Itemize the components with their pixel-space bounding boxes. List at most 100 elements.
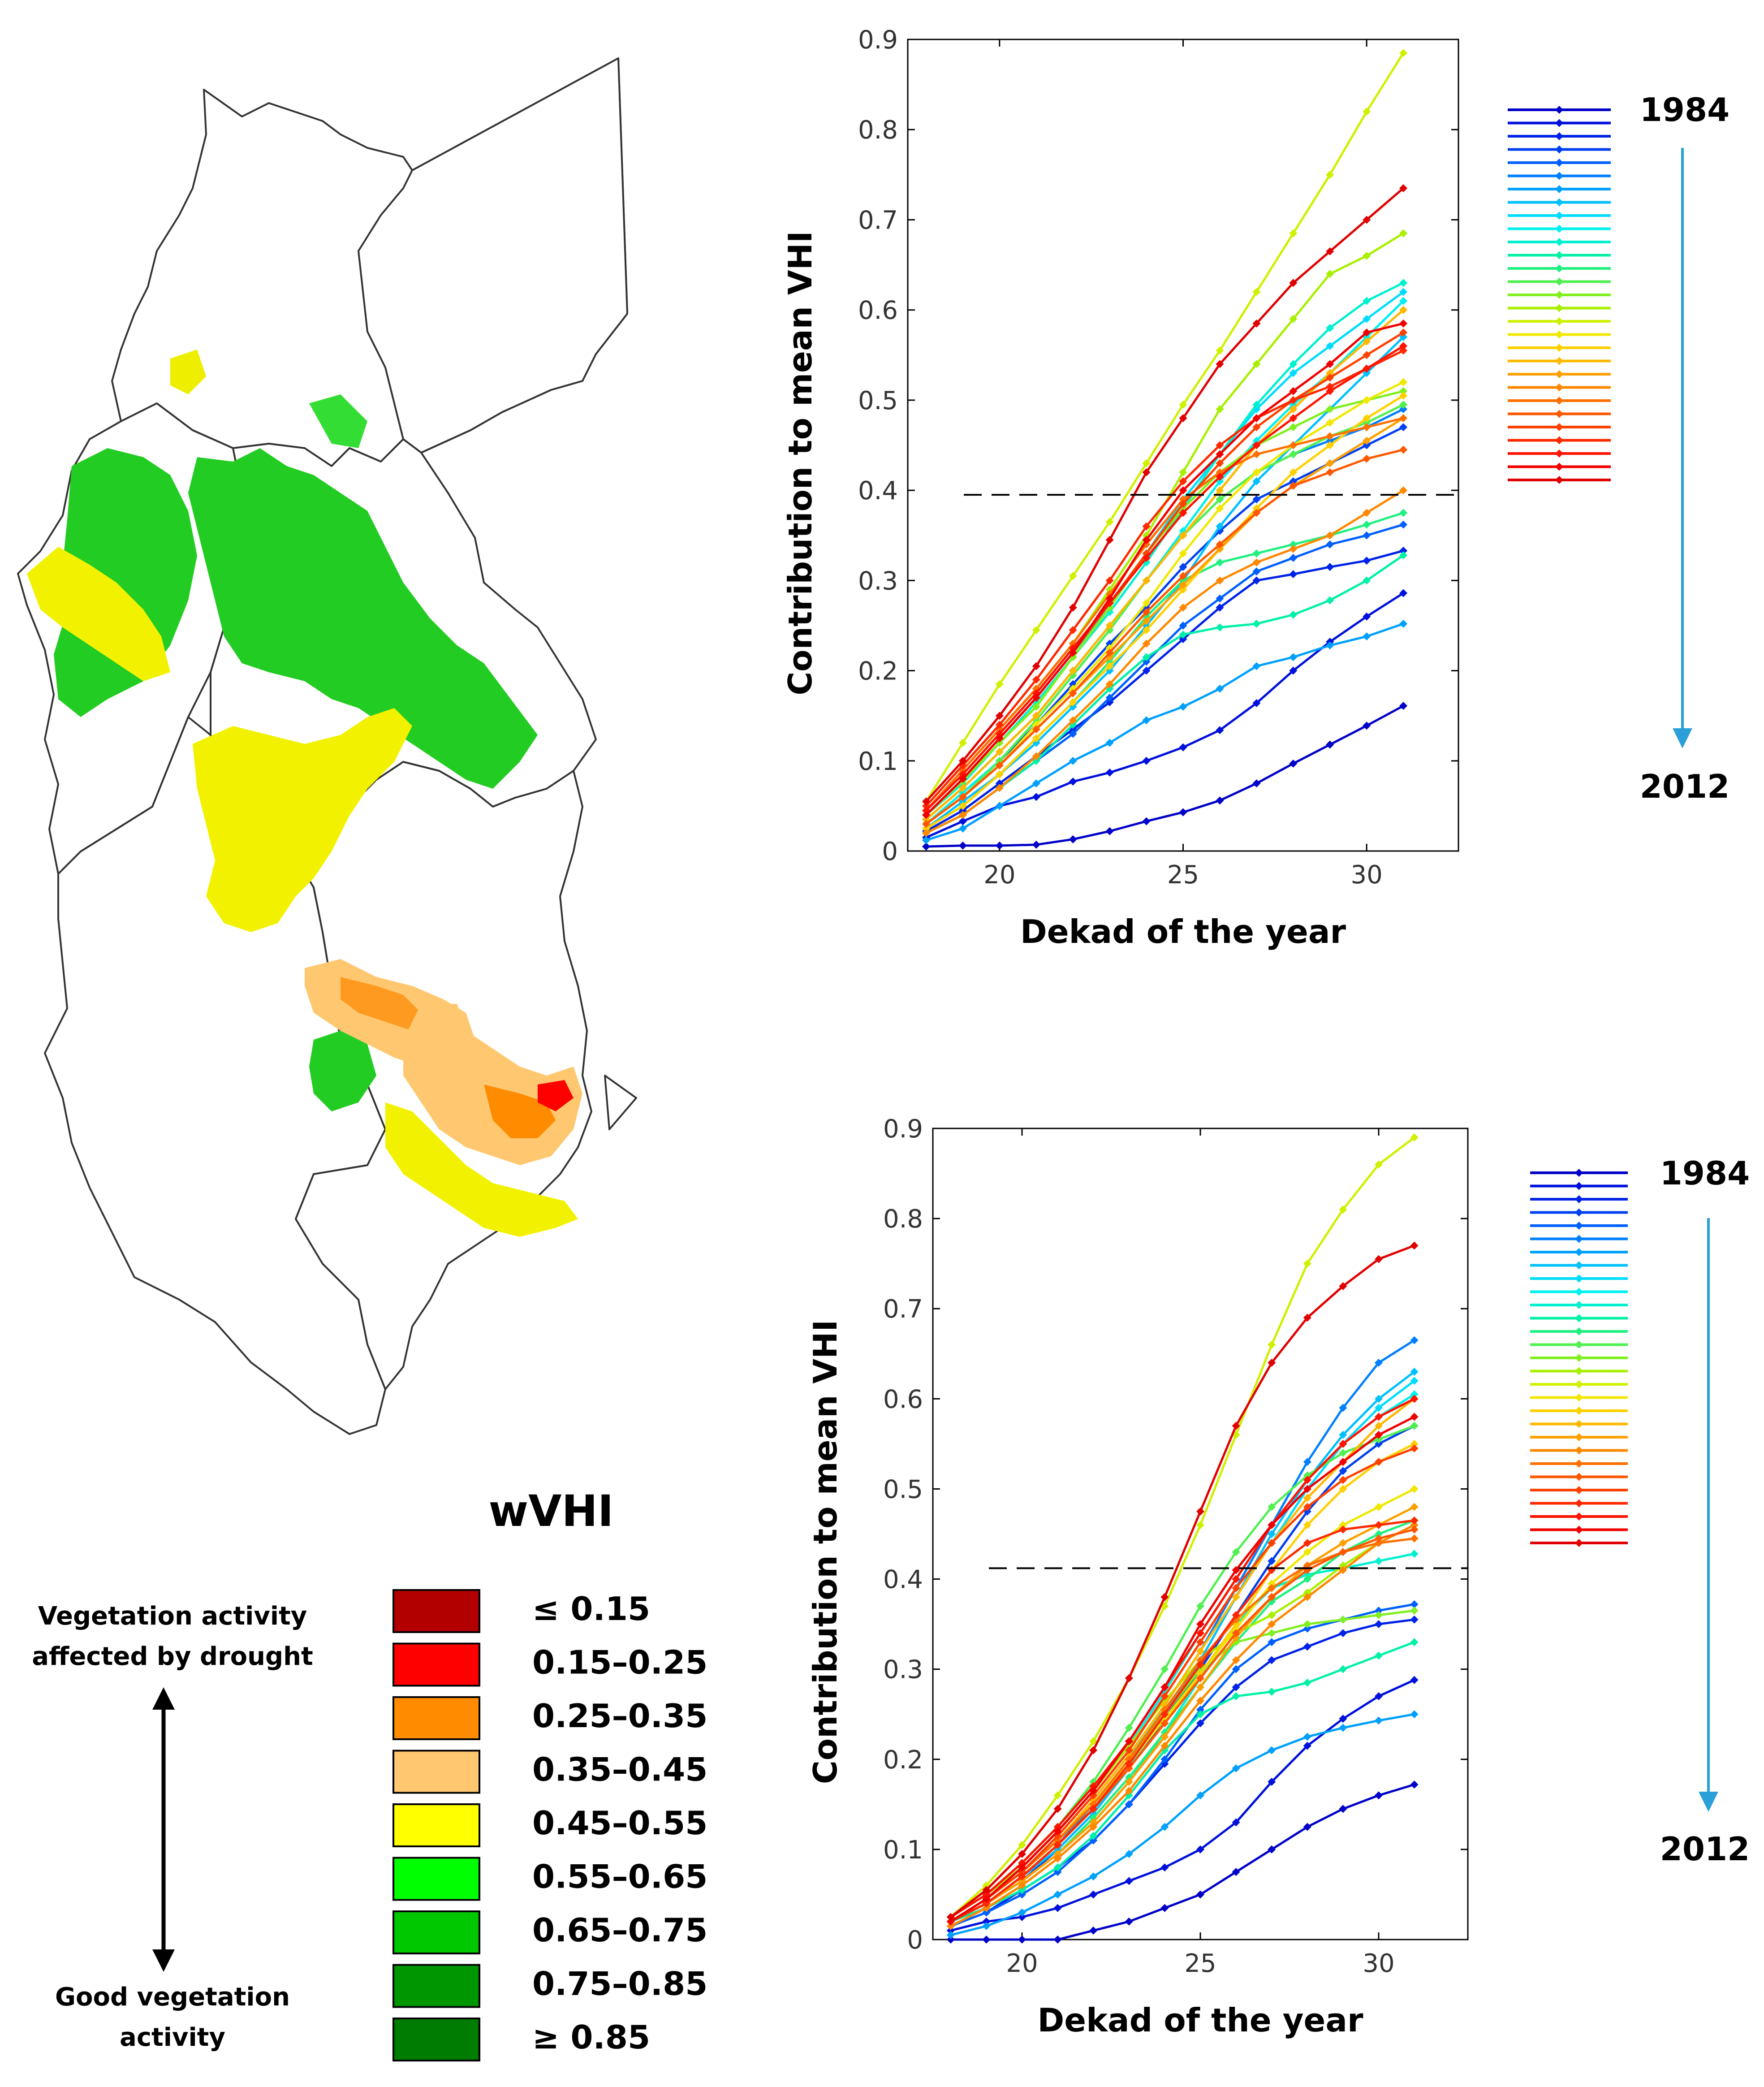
data-point (1410, 1780, 1419, 1789)
data-point (1032, 840, 1040, 849)
data-point (1032, 626, 1040, 635)
map-vegetation (27, 350, 582, 1237)
data-point (1160, 1733, 1169, 1741)
data-point (958, 793, 967, 801)
legend-label: 0.15–0.25 (532, 1644, 707, 1681)
legend-marker (1575, 1182, 1583, 1190)
data-point (1363, 315, 1371, 323)
data-point (1105, 621, 1114, 630)
data-point (1303, 1620, 1311, 1629)
legend-marker (1575, 1301, 1583, 1309)
data-point (1160, 1741, 1169, 1750)
series-line-2010 (950, 1398, 1415, 1918)
legend-swatch (392, 1589, 480, 1633)
data-point (1196, 1638, 1204, 1646)
data-point (1216, 796, 1224, 805)
data-point (1339, 1467, 1347, 1475)
data-point (1289, 468, 1298, 476)
chart-bottom: 0 0.1 0.2 0.3 0.4 0.5 0.6 0.7 0.8 0.9 20 25 30Dekad … (807, 1115, 1750, 2039)
data-point (1089, 1787, 1098, 1795)
data-point (1375, 1422, 1383, 1430)
data-point (1363, 509, 1371, 517)
data-point (1216, 441, 1224, 449)
data-point (1399, 279, 1408, 287)
y-tick-label: 0.1 (858, 747, 898, 776)
legend-marker (1575, 1327, 1583, 1335)
data-point (1303, 1521, 1311, 1529)
data-point (982, 1908, 991, 1917)
y-tick-label: 0 (907, 1926, 923, 1955)
data-point (1179, 581, 1187, 589)
data-point (1363, 454, 1371, 463)
data-point (1216, 576, 1224, 585)
data-point (1232, 1629, 1240, 1638)
data-point (1142, 653, 1151, 661)
data-point (1375, 1404, 1383, 1412)
legend-marker (1555, 225, 1563, 233)
data-point (1399, 445, 1408, 454)
data-point (1326, 342, 1334, 350)
legend-item: 0.25–0.35 (392, 1696, 707, 1740)
legend-marker (1555, 251, 1563, 259)
data-point (1160, 1692, 1169, 1700)
x-tick-label: 25 (1184, 1949, 1216, 1978)
data-point (1142, 666, 1151, 675)
data-point (1339, 1430, 1347, 1439)
legend-marker (1575, 1486, 1583, 1494)
series-legend (1508, 106, 1611, 484)
data-point (1216, 558, 1224, 567)
data-point (1105, 662, 1114, 670)
data-point (1196, 1674, 1204, 1682)
data-point (982, 1895, 991, 1903)
data-point (1179, 808, 1187, 817)
data-point (1410, 1485, 1419, 1493)
data-point (1399, 184, 1408, 193)
data-point (1125, 1800, 1133, 1809)
data-point (1069, 648, 1077, 657)
data-point (1268, 1539, 1276, 1547)
data-point (1363, 414, 1371, 423)
veg-yellow-coast (385, 1102, 578, 1237)
data-point (995, 712, 1004, 720)
data-point (1410, 1439, 1419, 1448)
y-tick-label: 0.2 (883, 1746, 923, 1775)
data-point (1053, 1827, 1062, 1836)
x-axis-label: Dekad of the year (1020, 913, 1346, 951)
legend-marker (1575, 1367, 1583, 1375)
data-point (1125, 1737, 1133, 1746)
data-point (1289, 666, 1298, 675)
data-point (1410, 1377, 1419, 1385)
data-point (1339, 1525, 1347, 1534)
y-tick-label: 0.6 (858, 296, 898, 325)
data-point (1252, 699, 1261, 707)
data-point (1339, 1282, 1347, 1290)
legend-marker (1555, 264, 1563, 272)
data-point (1252, 414, 1261, 423)
data-point (1289, 387, 1298, 395)
data-point (1142, 554, 1151, 562)
data-point (1326, 170, 1334, 179)
data-point (1032, 662, 1040, 670)
series-line-1990 (926, 622, 1404, 842)
down-arrow-icon (1673, 148, 1692, 748)
data-point (1018, 1890, 1026, 1899)
legend-marker (1575, 1340, 1583, 1349)
veg-green-scatter (309, 394, 367, 448)
legend: ≤ 0.15 0.15–0.25 0.25–0.35 0.35–0.45 0.45–0.… (392, 1589, 707, 2061)
veg-darkorange-south (341, 977, 421, 1031)
data-point (1053, 1791, 1062, 1800)
y-tick-label: 0.4 (883, 1565, 923, 1594)
data-point (995, 784, 1004, 792)
series-line-2005 (950, 1524, 1415, 1927)
series-line-2002 (925, 394, 1404, 830)
data-point (1326, 441, 1334, 449)
legend-marker (1555, 106, 1563, 114)
data-point (1125, 1746, 1133, 1754)
data-point (1069, 756, 1077, 765)
data-point (1326, 405, 1334, 414)
data-point (1196, 1602, 1204, 1610)
legend-marker (1555, 277, 1563, 286)
data-point (1216, 726, 1224, 735)
series-line-2005 (925, 489, 1404, 834)
data-point (1160, 1719, 1169, 1728)
